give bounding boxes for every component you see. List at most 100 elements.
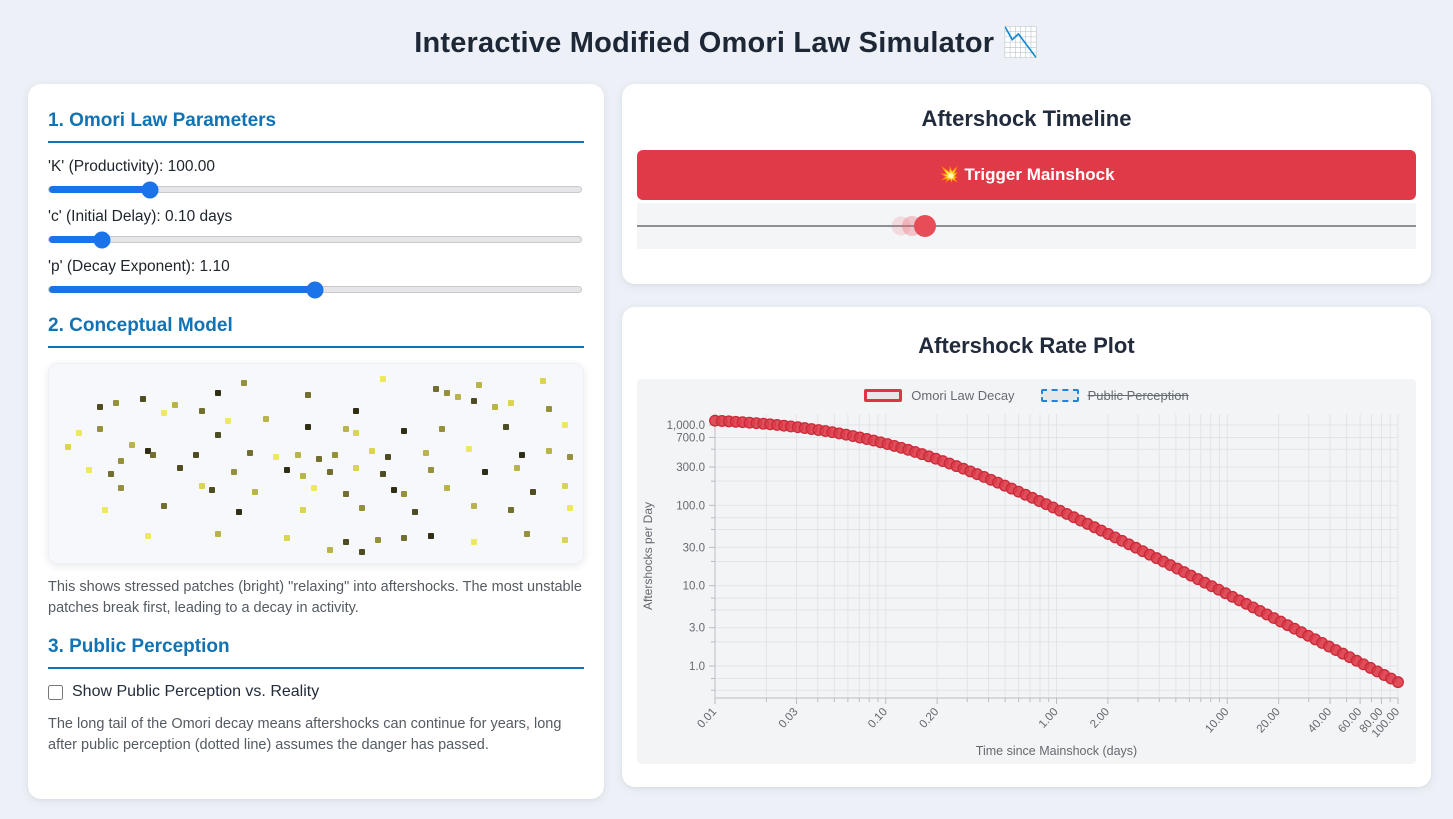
stress-patch [380, 471, 387, 478]
chart-legend: Omori Law Decay Public Perception [637, 388, 1416, 403]
legend-item-omori-law-decay[interactable]: Omori Law Decay [864, 388, 1015, 403]
stress-patch [273, 453, 280, 460]
stress-patch [326, 547, 333, 554]
rate-plot-card: Aftershock Rate Plot Omori Law Decay Publ… [622, 307, 1431, 787]
k-slider-fill [49, 186, 151, 193]
svg-text:300.0: 300.0 [676, 462, 705, 474]
timeline-strip [637, 203, 1416, 249]
timeline-card: Aftershock Timeline 💥 Trigger Mainshock [622, 84, 1431, 284]
stress-patch [342, 539, 349, 546]
stress-patch [470, 503, 477, 510]
stress-patch [294, 451, 301, 458]
rate-plot-heading: Aftershock Rate Plot [918, 333, 1135, 358]
stress-patch [198, 483, 205, 490]
p-slider-fill [49, 286, 315, 293]
timeline-heading: Aftershock Timeline [921, 106, 1132, 131]
stress-patch [75, 429, 82, 436]
svg-text:0.20: 0.20 [917, 706, 941, 731]
stress-patch [508, 507, 515, 514]
stress-patch [235, 509, 242, 516]
legend-item-public-perception[interactable]: Public Perception [1040, 388, 1189, 403]
stress-patch [113, 399, 120, 406]
perception-heading: 3. Public Perception [48, 636, 584, 670]
stress-patch [540, 377, 547, 384]
svg-text:1.0: 1.0 [689, 661, 705, 673]
stress-patch [380, 375, 387, 382]
stress-patch [358, 505, 365, 512]
stress-patch [246, 449, 253, 456]
stress-patch [454, 393, 461, 400]
model-heading: 2. Conceptual Model [48, 315, 584, 348]
rate-plot-panel: Omori Law Decay Public Perception 1,000.0… [637, 379, 1416, 764]
svg-text:10.0: 10.0 [683, 581, 705, 593]
stress-patch [385, 453, 392, 460]
stress-patch [305, 423, 312, 430]
k-slider[interactable] [48, 181, 582, 198]
trigger-mainshock-button[interactable]: 💥 Trigger Mainshock [637, 150, 1416, 200]
stress-patch [299, 507, 306, 514]
stress-patch [353, 429, 360, 436]
perception-checkbox-row: Show Public Perception vs. Reality [48, 683, 584, 701]
stress-patch [518, 451, 525, 458]
stress-patch [561, 421, 568, 428]
stress-patch [145, 447, 152, 454]
main-layout: 1. Omori Law Parameters 'K' (Productivit… [0, 84, 1453, 819]
right-column: Aftershock Timeline 💥 Trigger Mainshock … [622, 84, 1431, 787]
model-caption: This shows stressed patches (bright) "re… [48, 579, 582, 616]
stress-patch [342, 425, 349, 432]
svg-text:1.00: 1.00 [1037, 706, 1061, 731]
stress-patch [545, 405, 552, 412]
stress-patch [305, 391, 312, 398]
svg-text:0.01: 0.01 [695, 706, 719, 731]
legend-label: Omori Law Decay [911, 388, 1015, 403]
stress-patch [358, 549, 365, 556]
stress-patch [129, 441, 136, 448]
stress-patch [481, 469, 488, 476]
svg-text:30.0: 30.0 [683, 542, 705, 554]
k-slider-thumb[interactable] [141, 181, 159, 198]
parameters-heading: 1. Omori Law Parameters [48, 110, 584, 143]
page-title: Interactive Modified Omori Law Simulator… [414, 27, 1039, 59]
perception-checkbox[interactable] [48, 684, 63, 700]
stress-patch [283, 535, 290, 542]
c-slider-thumb[interactable] [93, 231, 111, 248]
stress-patch [332, 451, 339, 458]
stress-patch [299, 473, 306, 480]
stress-patch [428, 467, 435, 474]
legend-label: Public Perception [1087, 388, 1189, 403]
stress-patch [107, 471, 114, 478]
perception-checkbox-label[interactable]: Show Public Perception vs. Reality [72, 683, 320, 701]
stress-patch [209, 487, 216, 494]
stress-patch [353, 465, 360, 472]
stress-patch [193, 451, 200, 458]
stress-patch [470, 539, 477, 546]
stress-patch [438, 425, 445, 432]
stress-patch [401, 427, 408, 434]
p-slider-thumb[interactable] [306, 281, 324, 298]
stress-patch [326, 469, 333, 476]
stress-patch [161, 503, 168, 510]
stress-patch [316, 455, 322, 462]
stress-patch [492, 403, 499, 410]
k-slider-label: 'K' (Productivity): 100.00 [48, 158, 216, 175]
timeline-marker-ghost [891, 216, 911, 236]
stress-patch [310, 485, 317, 492]
svg-text:100.0: 100.0 [676, 500, 705, 512]
stress-patch [161, 409, 168, 416]
stress-patch [139, 395, 146, 402]
stress-patch [214, 531, 221, 538]
perception-caption: The long tail of the Omori decay means a… [48, 716, 562, 753]
stress-patch [502, 423, 509, 430]
p-slider-label: 'p' (Decay Exponent): 1.10 [48, 258, 230, 275]
svg-text:20.00: 20.00 [1255, 706, 1283, 735]
stress-patch [476, 381, 483, 388]
svg-text:1,000.0: 1,000.0 [667, 420, 705, 432]
p-slider[interactable] [48, 281, 582, 298]
stress-patch [353, 407, 360, 414]
stress-patch [444, 389, 451, 396]
stress-patch [97, 425, 104, 432]
c-slider[interactable] [48, 231, 582, 248]
stress-patch [65, 443, 72, 450]
p-slider-group: 'p' (Decay Exponent): 1.10 [48, 258, 584, 298]
